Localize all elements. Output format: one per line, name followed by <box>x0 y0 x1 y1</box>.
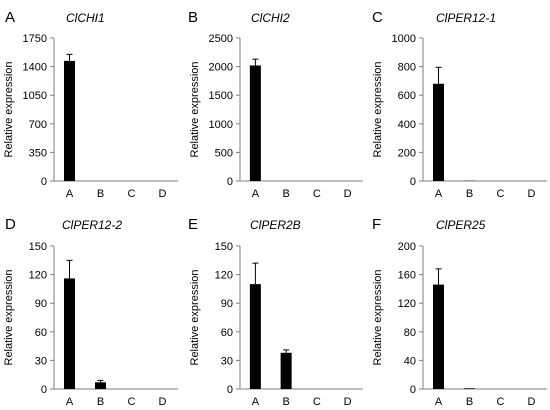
x-tick-label: B <box>97 188 104 200</box>
y-axis-label: Relative expression <box>3 62 15 158</box>
chart-panel-c: C ClPER12-1 Relative expression 0 200 400 600 8… <box>372 9 547 200</box>
bar-a <box>433 284 444 389</box>
x-tick-label: B <box>97 396 104 408</box>
x-tick-label: C <box>497 188 505 200</box>
y-tick-label: 90 <box>221 298 233 310</box>
chart-panel-f: F ClPER25 Relative expression 0 40 80 120 160 20… <box>372 216 547 408</box>
x-tick-label: A <box>252 188 260 200</box>
x-tick-label: C <box>128 396 136 408</box>
y-tick-label: 30 <box>35 355 47 367</box>
x-tick-label: B <box>282 188 289 200</box>
y-tick-label: 90 <box>35 298 47 310</box>
y-tick-label: 160 <box>398 270 416 282</box>
y-tick-label: 200 <box>398 147 416 159</box>
x-tick-label: C <box>313 188 321 200</box>
y-tick-label: 800 <box>398 62 416 74</box>
y-tick-label: 600 <box>398 90 416 102</box>
y-tick-label: 1000 <box>209 119 233 131</box>
y-tick-label: 150 <box>29 241 47 253</box>
y-axis-label: Relative expression <box>372 62 384 158</box>
y-tick-label: 200 <box>398 241 416 253</box>
y-tick-label: 1400 <box>23 62 47 74</box>
chart-panel-a: A ClCHI1 Relative expression 0 350 700 1050 140… <box>3 9 178 200</box>
x-tick-label: D <box>344 396 352 408</box>
panel-letter: B <box>188 9 198 26</box>
panel-letter: C <box>372 9 383 26</box>
bar-b <box>280 352 292 389</box>
y-tick-label: 0 <box>41 176 47 188</box>
x-tick-label: D <box>159 188 167 200</box>
chart-title: ClPER25 <box>436 218 486 232</box>
x-tick-label: D <box>344 188 352 200</box>
y-tick-label: 80 <box>404 327 416 339</box>
y-tick-label: 500 <box>215 147 233 159</box>
x-tick-label: D <box>528 188 536 200</box>
bar-a <box>64 60 75 181</box>
y-tick-label: 1750 <box>23 33 47 45</box>
x-tick-label: A <box>66 396 74 408</box>
x-tick-label: B <box>282 396 289 408</box>
chart-panel-d: D ClPER12-2 Relative expression 0 30 60 90 120 1… <box>3 216 178 408</box>
y-tick-label: 2500 <box>209 33 233 45</box>
y-tick-label: 350 <box>29 147 47 159</box>
y-tick-label: 40 <box>404 355 416 367</box>
y-tick-label: 1000 <box>392 33 416 45</box>
chart-title: ClPER12-1 <box>436 11 496 25</box>
y-tick-label: 1050 <box>23 90 47 102</box>
y-tick-label: 400 <box>398 119 416 131</box>
x-tick-label: A <box>435 396 443 408</box>
y-tick-label: 0 <box>410 176 416 188</box>
panel-letter: E <box>188 216 198 233</box>
y-axis-label: Relative expression <box>372 270 384 366</box>
y-tick-label: 2000 <box>209 62 233 74</box>
x-tick-label: C <box>313 396 321 408</box>
chart-title: ClPER2B <box>250 218 301 232</box>
y-tick-label: 120 <box>398 298 416 310</box>
x-tick-label: C <box>128 188 136 200</box>
chart-panel-b: B ClCHI2 Relative expression 0 500 1000 1500 20… <box>188 9 363 200</box>
y-tick-label: 1500 <box>209 90 233 102</box>
x-tick-label: A <box>435 188 443 200</box>
bar-a <box>249 284 261 389</box>
x-tick-label: B <box>466 188 473 200</box>
y-tick-label: 0 <box>227 384 233 396</box>
x-tick-label: A <box>66 188 74 200</box>
y-tick-label: 0 <box>41 384 47 396</box>
x-tick-label: B <box>466 396 473 408</box>
x-tick-label: D <box>528 396 536 408</box>
y-axis-label: Relative expression <box>189 62 201 158</box>
y-tick-label: 150 <box>215 241 233 253</box>
y-axis-label: Relative expression <box>3 270 15 366</box>
panel-letter: A <box>5 9 15 26</box>
bar-a <box>249 65 261 181</box>
panel-letter: D <box>5 216 16 233</box>
panel-letter: F <box>372 216 381 233</box>
y-tick-label: 30 <box>221 355 233 367</box>
chart-title: ClCHI1 <box>66 11 105 25</box>
y-tick-label: 0 <box>410 384 416 396</box>
y-tick-label: 120 <box>215 270 233 282</box>
y-axis-label: Relative expression <box>189 270 201 366</box>
bar-b <box>464 388 475 389</box>
y-tick-label: 60 <box>35 327 47 339</box>
y-tick-label: 0 <box>227 176 233 188</box>
chart-title: ClCHI2 <box>251 11 290 25</box>
x-tick-label: D <box>159 396 167 408</box>
chart-title: ClPER12-2 <box>62 218 122 232</box>
bar-b <box>95 382 106 389</box>
bar-a <box>433 83 444 181</box>
chart-panel-e: E ClPER2B Relative expression 0 30 60 90 120 150… <box>188 216 363 408</box>
y-tick-label: 700 <box>29 119 47 131</box>
y-tick-label: 120 <box>29 270 47 282</box>
y-tick-label: 60 <box>221 327 233 339</box>
x-tick-label: A <box>252 396 260 408</box>
x-tick-label: C <box>497 396 505 408</box>
bar-a <box>64 278 75 389</box>
